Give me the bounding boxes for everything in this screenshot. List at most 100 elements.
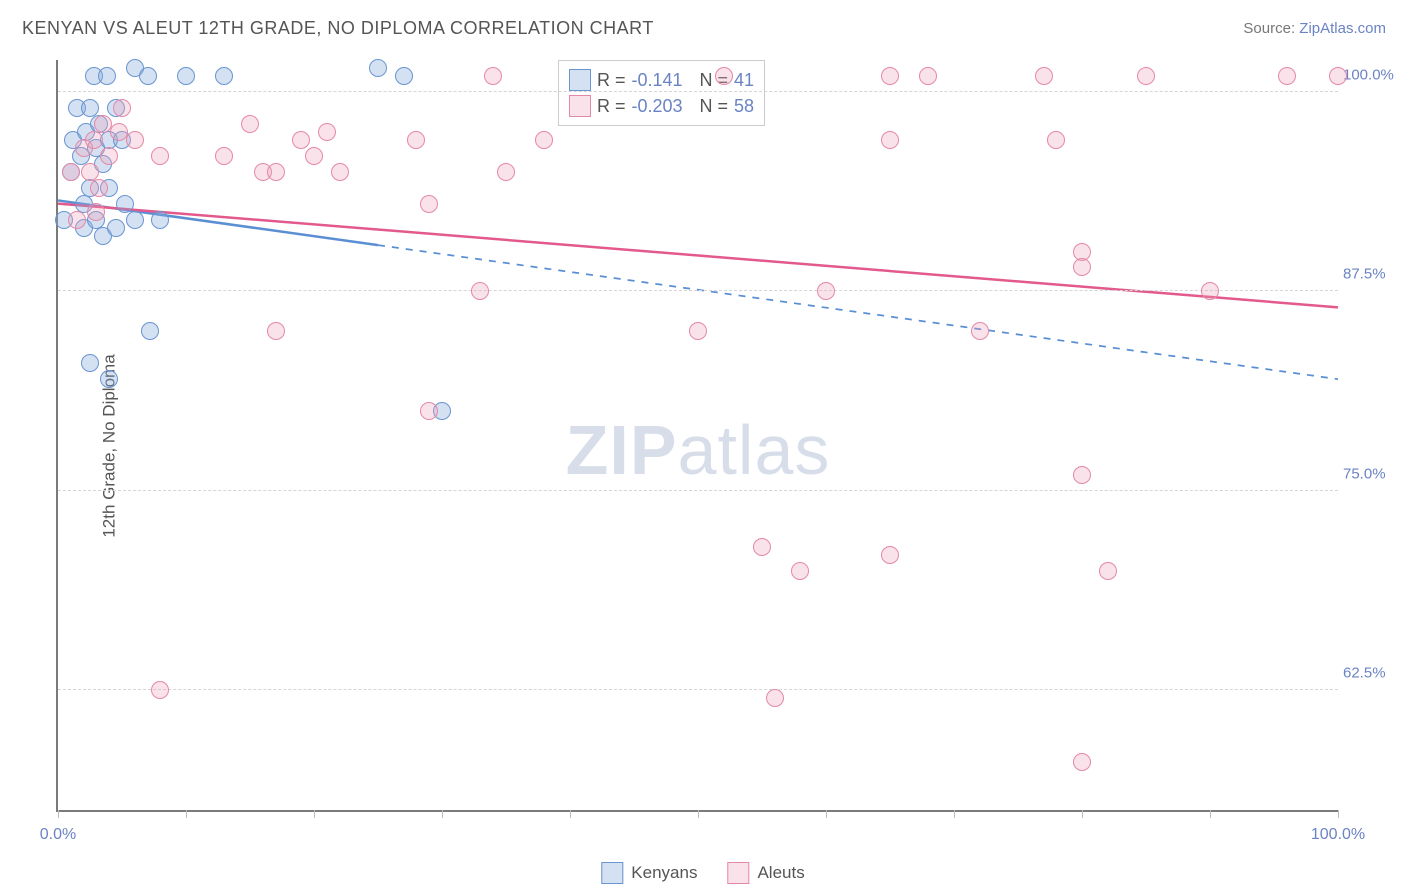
legend-item: Aleuts	[727, 862, 804, 884]
scatter-point	[715, 67, 733, 85]
y-tick-label: 75.0%	[1343, 465, 1398, 482]
scatter-point	[1047, 131, 1065, 149]
scatter-point	[139, 67, 157, 85]
plot-area: ZIPatlas R =-0.141N =41R =-0.203N =58 62…	[56, 60, 1338, 812]
scatter-point	[881, 67, 899, 85]
x-tick	[1338, 810, 1339, 818]
scatter-point	[292, 131, 310, 149]
legend-swatch	[601, 862, 623, 884]
r-label: R =	[597, 67, 626, 93]
source-label: Source: ZipAtlas.com	[1243, 20, 1386, 37]
n-value: 41	[734, 67, 754, 93]
x-tick	[186, 810, 187, 818]
chart-container: KENYAN VS ALEUT 12TH GRADE, NO DIPLOMA C…	[0, 0, 1406, 892]
scatter-point	[471, 282, 489, 300]
scatter-point	[881, 546, 899, 564]
trend-lines	[58, 60, 1338, 810]
scatter-point	[126, 211, 144, 229]
scatter-point	[1137, 67, 1155, 85]
scatter-point	[1201, 282, 1219, 300]
stats-legend: R =-0.141N =41R =-0.203N =58	[558, 60, 765, 126]
scatter-point	[919, 67, 937, 85]
y-tick-label: 62.5%	[1343, 665, 1398, 682]
scatter-point	[241, 115, 259, 133]
scatter-point	[1329, 67, 1347, 85]
scatter-point	[331, 163, 349, 181]
scatter-point	[369, 59, 387, 77]
scatter-point	[267, 322, 285, 340]
scatter-point	[1278, 67, 1296, 85]
scatter-point	[484, 67, 502, 85]
x-tick	[570, 810, 571, 818]
scatter-point	[100, 147, 118, 165]
x-tick	[1210, 810, 1211, 818]
scatter-point	[318, 123, 336, 141]
chart-title: KENYAN VS ALEUT 12TH GRADE, NO DIPLOMA C…	[22, 18, 654, 39]
gridline	[58, 290, 1338, 291]
scatter-point	[267, 163, 285, 181]
x-tick	[314, 810, 315, 818]
x-tick-label: 0.0%	[40, 826, 76, 844]
n-label: N =	[700, 93, 729, 119]
n-value: 58	[734, 93, 754, 119]
scatter-point	[753, 538, 771, 556]
scatter-point	[215, 67, 233, 85]
r-value: -0.141	[632, 67, 694, 93]
scatter-point	[1099, 562, 1117, 580]
scatter-point	[87, 203, 105, 221]
scatter-point	[151, 147, 169, 165]
legend-label: Aleuts	[757, 863, 804, 883]
scatter-point	[113, 99, 131, 117]
scatter-point	[126, 131, 144, 149]
scatter-point	[305, 147, 323, 165]
scatter-point	[535, 131, 553, 149]
r-value: -0.203	[632, 93, 694, 119]
scatter-point	[971, 322, 989, 340]
scatter-point	[90, 179, 108, 197]
scatter-point	[177, 67, 195, 85]
source-link[interactable]: ZipAtlas.com	[1299, 20, 1386, 37]
legend-label: Kenyans	[631, 863, 697, 883]
legend-swatch	[569, 69, 591, 91]
scatter-point	[107, 219, 125, 237]
scatter-point	[151, 211, 169, 229]
x-tick	[698, 810, 699, 818]
scatter-point	[151, 681, 169, 699]
scatter-point	[215, 147, 233, 165]
gridline	[58, 689, 1338, 690]
scatter-point	[791, 562, 809, 580]
x-tick-label: 100.0%	[1311, 826, 1365, 844]
scatter-point	[395, 67, 413, 85]
source-prefix: Source:	[1243, 20, 1299, 37]
scatter-point	[817, 282, 835, 300]
scatter-point	[94, 115, 112, 133]
y-tick-label: 87.5%	[1343, 266, 1398, 283]
scatter-point	[98, 67, 116, 85]
scatter-point	[497, 163, 515, 181]
legend-swatch	[727, 862, 749, 884]
legend-item: Kenyans	[601, 862, 697, 884]
scatter-point	[116, 195, 134, 213]
scatter-point	[420, 195, 438, 213]
scatter-point	[68, 211, 86, 229]
x-tick	[954, 810, 955, 818]
y-tick-label: 100.0%	[1343, 66, 1398, 83]
scatter-point	[141, 322, 159, 340]
scatter-point	[81, 354, 99, 372]
scatter-point	[1073, 258, 1091, 276]
legend-swatch	[569, 95, 591, 117]
series-legend: Kenyans Aleuts	[601, 862, 804, 884]
r-label: R =	[597, 93, 626, 119]
scatter-point	[407, 131, 425, 149]
stats-row: R =-0.203N =58	[569, 93, 754, 119]
scatter-point	[881, 131, 899, 149]
x-tick	[826, 810, 827, 818]
gridline	[58, 490, 1338, 491]
scatter-point	[1073, 753, 1091, 771]
scatter-point	[100, 370, 118, 388]
scatter-point	[85, 131, 103, 149]
scatter-point	[62, 163, 80, 181]
scatter-point	[766, 689, 784, 707]
scatter-point	[1073, 466, 1091, 484]
scatter-point	[1035, 67, 1053, 85]
